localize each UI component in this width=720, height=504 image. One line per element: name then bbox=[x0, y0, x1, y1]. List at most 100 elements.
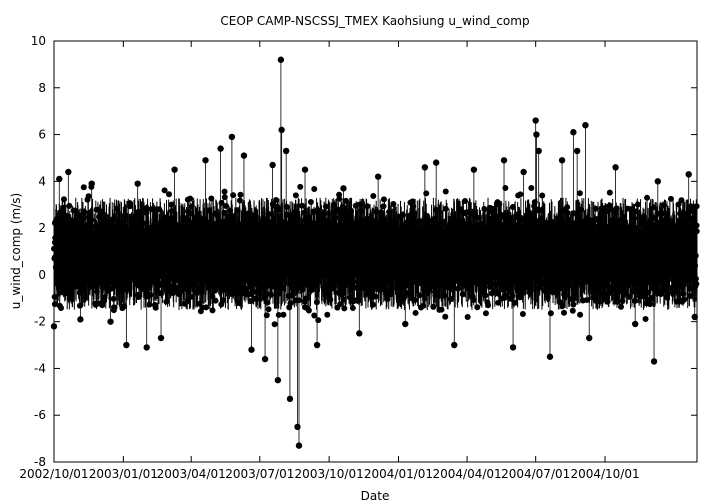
series-band-point bbox=[81, 208, 88, 215]
series-band-point bbox=[528, 220, 535, 227]
series-band-point bbox=[673, 298, 680, 305]
series-band-point bbox=[274, 204, 281, 211]
plot-area bbox=[50, 56, 700, 449]
series-band-point bbox=[589, 273, 596, 280]
series-band-point bbox=[652, 244, 659, 251]
series-band-point bbox=[142, 244, 149, 251]
series-band-point bbox=[688, 203, 695, 210]
series-band-point bbox=[150, 206, 157, 213]
series-band-point bbox=[570, 301, 577, 308]
series-band-point bbox=[523, 247, 530, 254]
series-band-point bbox=[678, 216, 685, 223]
series-band-point bbox=[482, 292, 489, 299]
series-band-point bbox=[538, 281, 545, 288]
series-band-point bbox=[108, 285, 115, 292]
series-band-point bbox=[536, 230, 543, 237]
series-band-point bbox=[159, 233, 166, 240]
series-band-point bbox=[474, 235, 481, 242]
series-band-point bbox=[196, 241, 203, 248]
series-band-point bbox=[637, 252, 644, 259]
series-band-point bbox=[512, 249, 519, 256]
series-band-point bbox=[415, 227, 422, 234]
y-tick-label: -6 bbox=[34, 408, 46, 422]
series-band-point bbox=[395, 281, 402, 288]
series-band-point bbox=[317, 245, 324, 252]
series-band-point bbox=[638, 266, 645, 273]
series-band-point bbox=[92, 301, 99, 308]
series-band-point bbox=[187, 210, 194, 217]
series-band-point bbox=[155, 240, 162, 247]
series-band-point bbox=[559, 240, 566, 247]
series-band-point bbox=[607, 271, 614, 278]
series-band-point bbox=[633, 208, 640, 215]
series-band-point bbox=[357, 201, 364, 208]
series-band-point bbox=[537, 273, 544, 280]
data-point bbox=[107, 318, 114, 325]
series-band-point bbox=[184, 215, 191, 222]
data-point bbox=[56, 175, 63, 183]
series-band-point bbox=[349, 305, 356, 312]
series-band-point bbox=[257, 284, 264, 291]
series-band-point bbox=[681, 296, 688, 303]
series-band-point bbox=[324, 311, 331, 318]
series-band-point bbox=[411, 266, 418, 273]
series-band-point bbox=[191, 242, 198, 249]
data-point bbox=[573, 147, 581, 155]
series-band-point bbox=[660, 248, 667, 255]
series-band-point bbox=[169, 256, 176, 263]
series-band-point bbox=[237, 191, 244, 198]
series-band-point bbox=[631, 249, 638, 256]
series-band-point bbox=[336, 195, 343, 202]
series-band-point bbox=[383, 234, 390, 241]
series-band-point bbox=[394, 260, 401, 267]
series-band-point bbox=[441, 292, 448, 299]
series-band-point bbox=[390, 225, 397, 232]
series-band-point bbox=[590, 224, 597, 231]
series-band-point bbox=[558, 274, 565, 281]
x-tick-label: 2003/01/01 bbox=[89, 467, 158, 481]
series-band-point bbox=[464, 241, 471, 248]
series-band-point bbox=[159, 265, 166, 272]
series-band-point bbox=[230, 192, 237, 199]
series-band-point bbox=[488, 208, 495, 215]
series-band-point bbox=[117, 284, 124, 291]
series-band-point bbox=[188, 203, 195, 210]
series-band-point bbox=[448, 233, 455, 240]
series-band-point bbox=[299, 286, 306, 293]
series-band-point bbox=[565, 258, 572, 265]
series-band-point bbox=[150, 254, 157, 261]
series-band-point bbox=[336, 226, 343, 233]
series-band-point bbox=[208, 279, 215, 286]
series-band-point bbox=[77, 248, 84, 255]
series-band-point bbox=[565, 246, 572, 253]
series-band-point bbox=[673, 253, 680, 260]
data-point bbox=[340, 185, 347, 192]
series-band-point bbox=[307, 199, 314, 205]
series-band-point bbox=[196, 226, 203, 233]
series-band-point bbox=[100, 254, 107, 261]
series-band-point bbox=[183, 266, 190, 273]
series-band-point bbox=[222, 264, 229, 271]
series-band-point bbox=[98, 278, 105, 284]
series-band-point bbox=[62, 243, 69, 250]
series-band-point bbox=[366, 251, 373, 258]
series-band-point bbox=[324, 232, 331, 239]
series-band-point bbox=[387, 291, 394, 298]
series-band-point bbox=[387, 239, 393, 246]
series-band-point bbox=[502, 184, 509, 191]
series-band-point bbox=[316, 240, 323, 247]
series-band-point bbox=[373, 259, 380, 266]
series-band-point bbox=[280, 311, 287, 318]
series-band-point bbox=[651, 214, 658, 221]
series-band-point bbox=[410, 203, 417, 210]
series-band-point bbox=[691, 252, 698, 259]
series-band-point bbox=[407, 247, 414, 254]
series-band-point bbox=[339, 291, 346, 298]
series-band-point bbox=[336, 232, 343, 239]
series-band-point bbox=[430, 224, 437, 231]
series-band-point bbox=[364, 203, 371, 210]
series-band-point bbox=[246, 240, 253, 247]
series-band-point bbox=[488, 265, 495, 272]
series-band-point bbox=[256, 289, 263, 296]
series-band-point bbox=[692, 275, 699, 282]
